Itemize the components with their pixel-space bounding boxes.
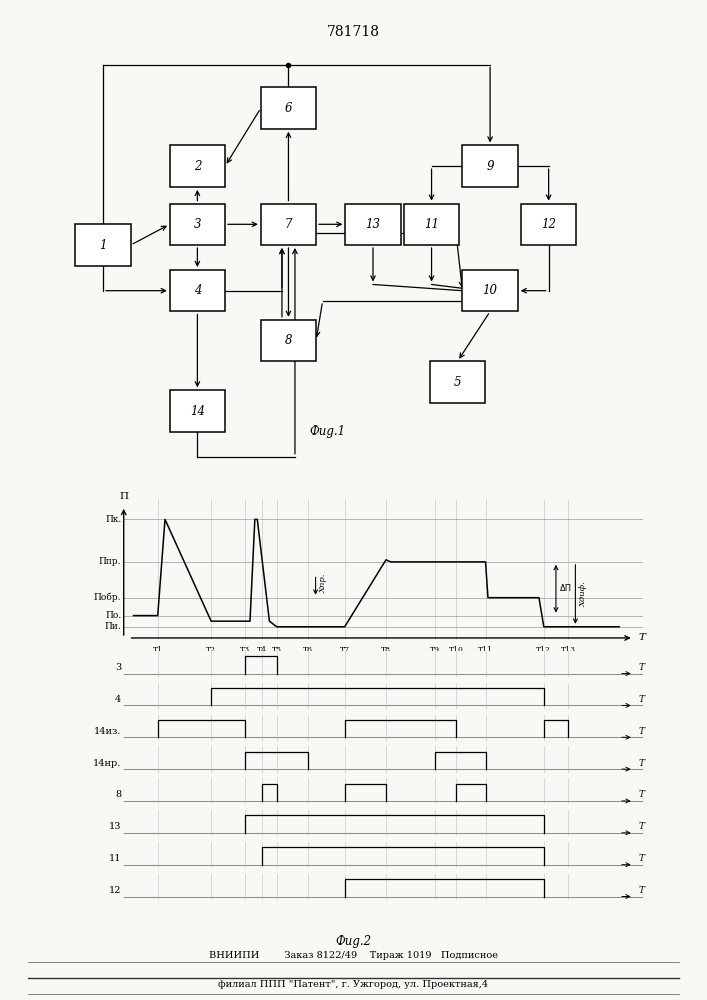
Bar: [346, 204, 401, 245]
Text: T: T: [638, 854, 645, 863]
Text: T4: T4: [257, 646, 267, 654]
Text: T: T: [638, 790, 645, 799]
Text: T11: T11: [478, 646, 493, 654]
Text: T9: T9: [430, 646, 440, 654]
Bar: [261, 87, 316, 129]
Text: 14из.: 14из.: [94, 727, 122, 736]
Text: 6: 6: [285, 102, 292, 115]
Text: Ппр.: Ппр.: [99, 557, 122, 566]
Text: T10: T10: [449, 646, 464, 654]
Text: 781718: 781718: [327, 24, 380, 38]
Bar: [170, 390, 225, 432]
Text: T: T: [638, 759, 645, 768]
Text: 13: 13: [109, 822, 122, 831]
Bar: [430, 361, 485, 403]
Bar: [170, 270, 225, 311]
Text: Пи.: Пи.: [105, 622, 122, 631]
Text: 12: 12: [541, 218, 556, 231]
Text: T: T: [638, 695, 645, 704]
Text: П: П: [119, 492, 128, 501]
Text: ΔП: ΔП: [560, 584, 572, 593]
Text: T5: T5: [271, 646, 281, 654]
Text: Побр.: Побр.: [94, 593, 122, 602]
Text: T: T: [638, 663, 645, 672]
Text: филиал ППП "Патент", г. Ужгород, ул. Проектная,4: филиал ППП "Патент", г. Ужгород, ул. Про…: [218, 980, 489, 989]
Text: T8: T8: [381, 646, 391, 654]
Text: T2: T2: [206, 646, 216, 654]
Text: T13: T13: [561, 646, 575, 654]
Bar: [462, 145, 518, 187]
Text: 14: 14: [190, 405, 205, 418]
Text: 5: 5: [454, 375, 462, 388]
Text: 3: 3: [194, 218, 201, 231]
Text: 11: 11: [109, 854, 122, 863]
Text: ВНИИПИ        Заказ 8122/49    Тираж 1019   Подписное: ВНИИПИ Заказ 8122/49 Тираж 1019 Подписно…: [209, 951, 498, 960]
Text: T: T: [638, 886, 645, 895]
Text: 14нр.: 14нр.: [93, 759, 122, 768]
Text: Хдиф.: Хдиф.: [579, 581, 588, 607]
Text: Пк.: Пк.: [105, 515, 122, 524]
Text: T3: T3: [240, 646, 250, 654]
Text: 12: 12: [109, 886, 122, 895]
Text: 7: 7: [285, 218, 292, 231]
Text: Фug.2: Фug.2: [335, 934, 372, 948]
Text: Фug.1: Фug.1: [310, 425, 346, 438]
Text: 2: 2: [194, 160, 201, 173]
Text: 11: 11: [424, 218, 439, 231]
Bar: [170, 204, 225, 245]
Text: 1: 1: [99, 239, 107, 252]
Text: T1: T1: [153, 646, 163, 654]
Text: 10: 10: [483, 284, 498, 297]
Text: T: T: [638, 633, 645, 642]
Text: 8: 8: [285, 334, 292, 347]
Text: T6: T6: [303, 646, 313, 654]
Text: 4: 4: [194, 284, 201, 297]
Bar: [261, 320, 316, 361]
Text: 9: 9: [486, 160, 494, 173]
Text: 4: 4: [115, 695, 122, 704]
Text: T7: T7: [339, 646, 350, 654]
Bar: [521, 204, 576, 245]
Bar: [170, 145, 225, 187]
Text: 8: 8: [115, 790, 122, 799]
Text: 3: 3: [115, 663, 122, 672]
Bar: [404, 204, 460, 245]
Text: T: T: [638, 822, 645, 831]
Bar: [76, 224, 131, 266]
Text: Хпр.: Хпр.: [320, 574, 327, 593]
Text: T: T: [638, 727, 645, 736]
Text: 13: 13: [366, 218, 380, 231]
Text: T12: T12: [537, 646, 551, 654]
Bar: [261, 204, 316, 245]
Bar: [462, 270, 518, 311]
Text: По.: По.: [105, 611, 122, 620]
